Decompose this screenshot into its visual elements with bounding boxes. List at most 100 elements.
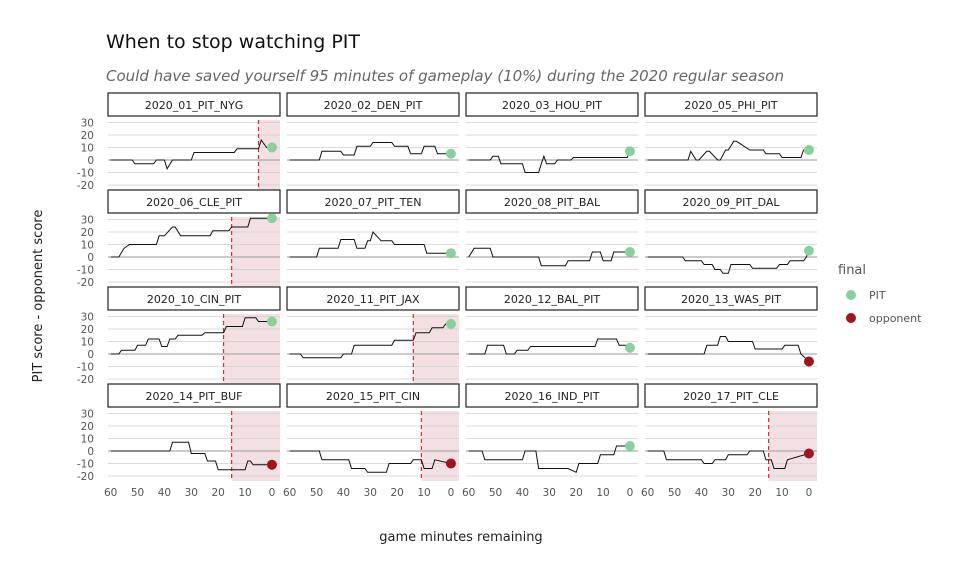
final-point (803, 145, 814, 155)
y-tick-label: 0 (87, 155, 94, 167)
panel-2020_08_PIT_BAL: 2020_08_PIT_BAL (465, 189, 639, 283)
strip-box (286, 383, 460, 408)
y-tick-label: 30 (81, 118, 94, 130)
final-point (445, 458, 456, 469)
y-tick-label: 20 (81, 130, 94, 142)
final-point (266, 142, 277, 153)
y-tick-label: 10 (81, 143, 94, 155)
score-line (468, 445, 630, 473)
x-tick-label: 50 (668, 487, 681, 499)
x-tick-label: 20 (749, 487, 762, 499)
y-tick-label: -10 (77, 459, 94, 471)
x-tick-label: 30 (364, 487, 377, 499)
score-line (110, 317, 272, 355)
strip-box (465, 189, 639, 214)
y-tick-label: -20 (77, 180, 94, 192)
x-tick-label: 50 (131, 487, 144, 499)
panel-2020_09_PIT_DAL: 2020_09_PIT_DAL (644, 189, 818, 283)
x-tick-label: 20 (570, 487, 583, 499)
strip-box (644, 189, 818, 214)
strip-label: 2020_03_HOU_PIT (502, 99, 602, 112)
x-tick-label: 60 (641, 487, 654, 499)
score-line (110, 217, 272, 258)
strip-box (107, 286, 281, 311)
x-tick-label: 30 (543, 487, 556, 499)
x-axis-title: game minutes remaining (379, 530, 542, 545)
x-tick-label: 40 (158, 487, 171, 499)
score-line (647, 450, 810, 469)
legend-dot-opponent (846, 313, 856, 323)
final-point (445, 248, 456, 259)
score-line (110, 441, 272, 471)
final-point (803, 245, 814, 256)
x-tick-label: 0 (448, 487, 455, 499)
y-tick-label: 20 (81, 421, 94, 433)
x-tick-label: 50 (489, 487, 502, 499)
chart-title: When to stop watching PIT (106, 31, 360, 53)
score-line (289, 231, 451, 258)
y-tick-label: -10 (77, 265, 94, 277)
strip-box (286, 286, 460, 311)
score-line (647, 140, 809, 161)
strip-label: 2020_10_CIN_PIT (147, 293, 242, 306)
strip-label: 2020_05_PHI_PIT (684, 99, 778, 112)
y-tick-label: -10 (77, 362, 94, 374)
x-tick-label: 30 (722, 487, 735, 499)
legend-title: final (838, 263, 866, 278)
x-tick-label: 0 (269, 487, 276, 499)
y-tick-label: 0 (87, 446, 94, 458)
final-point (266, 213, 277, 224)
x-tick-label: 10 (417, 487, 430, 499)
x-tick-label: 50 (310, 487, 323, 499)
strip-box (107, 92, 281, 117)
y-tick-label: 20 (81, 324, 94, 336)
x-tick-label: 10 (775, 487, 788, 499)
strip-box (644, 383, 818, 408)
strip-label: 2020_12_BAL_PIT (504, 293, 601, 306)
final-point (624, 342, 635, 353)
x-tick-label: 40 (695, 487, 708, 499)
panel-2020_03_HOU_PIT: 2020_03_HOU_PIT (465, 92, 639, 186)
x-tick-label: 60 (462, 487, 475, 499)
chart-subtitle: Could have saved yourself 95 minutes of … (106, 67, 784, 85)
panel-2020_07_PIT_TEN: 2020_07_PIT_TEN (286, 189, 460, 283)
score-line (468, 247, 630, 267)
y-tick-label: 10 (81, 434, 94, 446)
y-tick-label: -20 (77, 277, 94, 289)
strip-box (286, 189, 460, 214)
x-tick-label: 60 (104, 487, 117, 499)
final-point (803, 448, 814, 459)
score-line (289, 323, 451, 359)
final-point (624, 146, 635, 157)
legend-label-opponent: opponent (869, 312, 922, 325)
legend-label-pit: PIT (869, 289, 886, 302)
panel-2020_11_PIT_JAX: 2020_11_PIT_JAX (286, 286, 460, 384)
shaded-region (768, 411, 817, 481)
strip-label: 2020_17_PIT_CLE (683, 390, 779, 403)
strip-label: 2020_06_CLE_PIT (146, 196, 242, 209)
strip-label: 2020_14_PIT_BUF (145, 390, 242, 403)
y-tick-label: -20 (77, 471, 94, 483)
strip-label: 2020_07_PIT_TEN (325, 196, 422, 209)
strip-label: 2020_16_IND_PIT (504, 390, 599, 403)
strip-box (107, 383, 281, 408)
strip-box (465, 286, 639, 311)
y-tick-label: 0 (87, 252, 94, 264)
shaded-region (231, 217, 280, 287)
x-tick-label: 40 (516, 487, 529, 499)
y-tick-label: 10 (81, 240, 94, 252)
y-tick-label: 10 (81, 337, 94, 349)
strip-box (465, 92, 639, 117)
y-tick-label: 0 (87, 349, 94, 361)
strip-label: 2020_02_DEN_PIT (324, 99, 423, 112)
panel-2020_05_PHI_PIT: 2020_05_PHI_PIT (644, 92, 818, 186)
score-line (468, 338, 631, 355)
strip-label: 2020_01_PIT_NYG (145, 99, 244, 112)
strip-label: 2020_08_PIT_BAL (504, 196, 601, 209)
score-line (110, 138, 272, 171)
score-line (289, 142, 451, 161)
final-point (266, 459, 277, 470)
